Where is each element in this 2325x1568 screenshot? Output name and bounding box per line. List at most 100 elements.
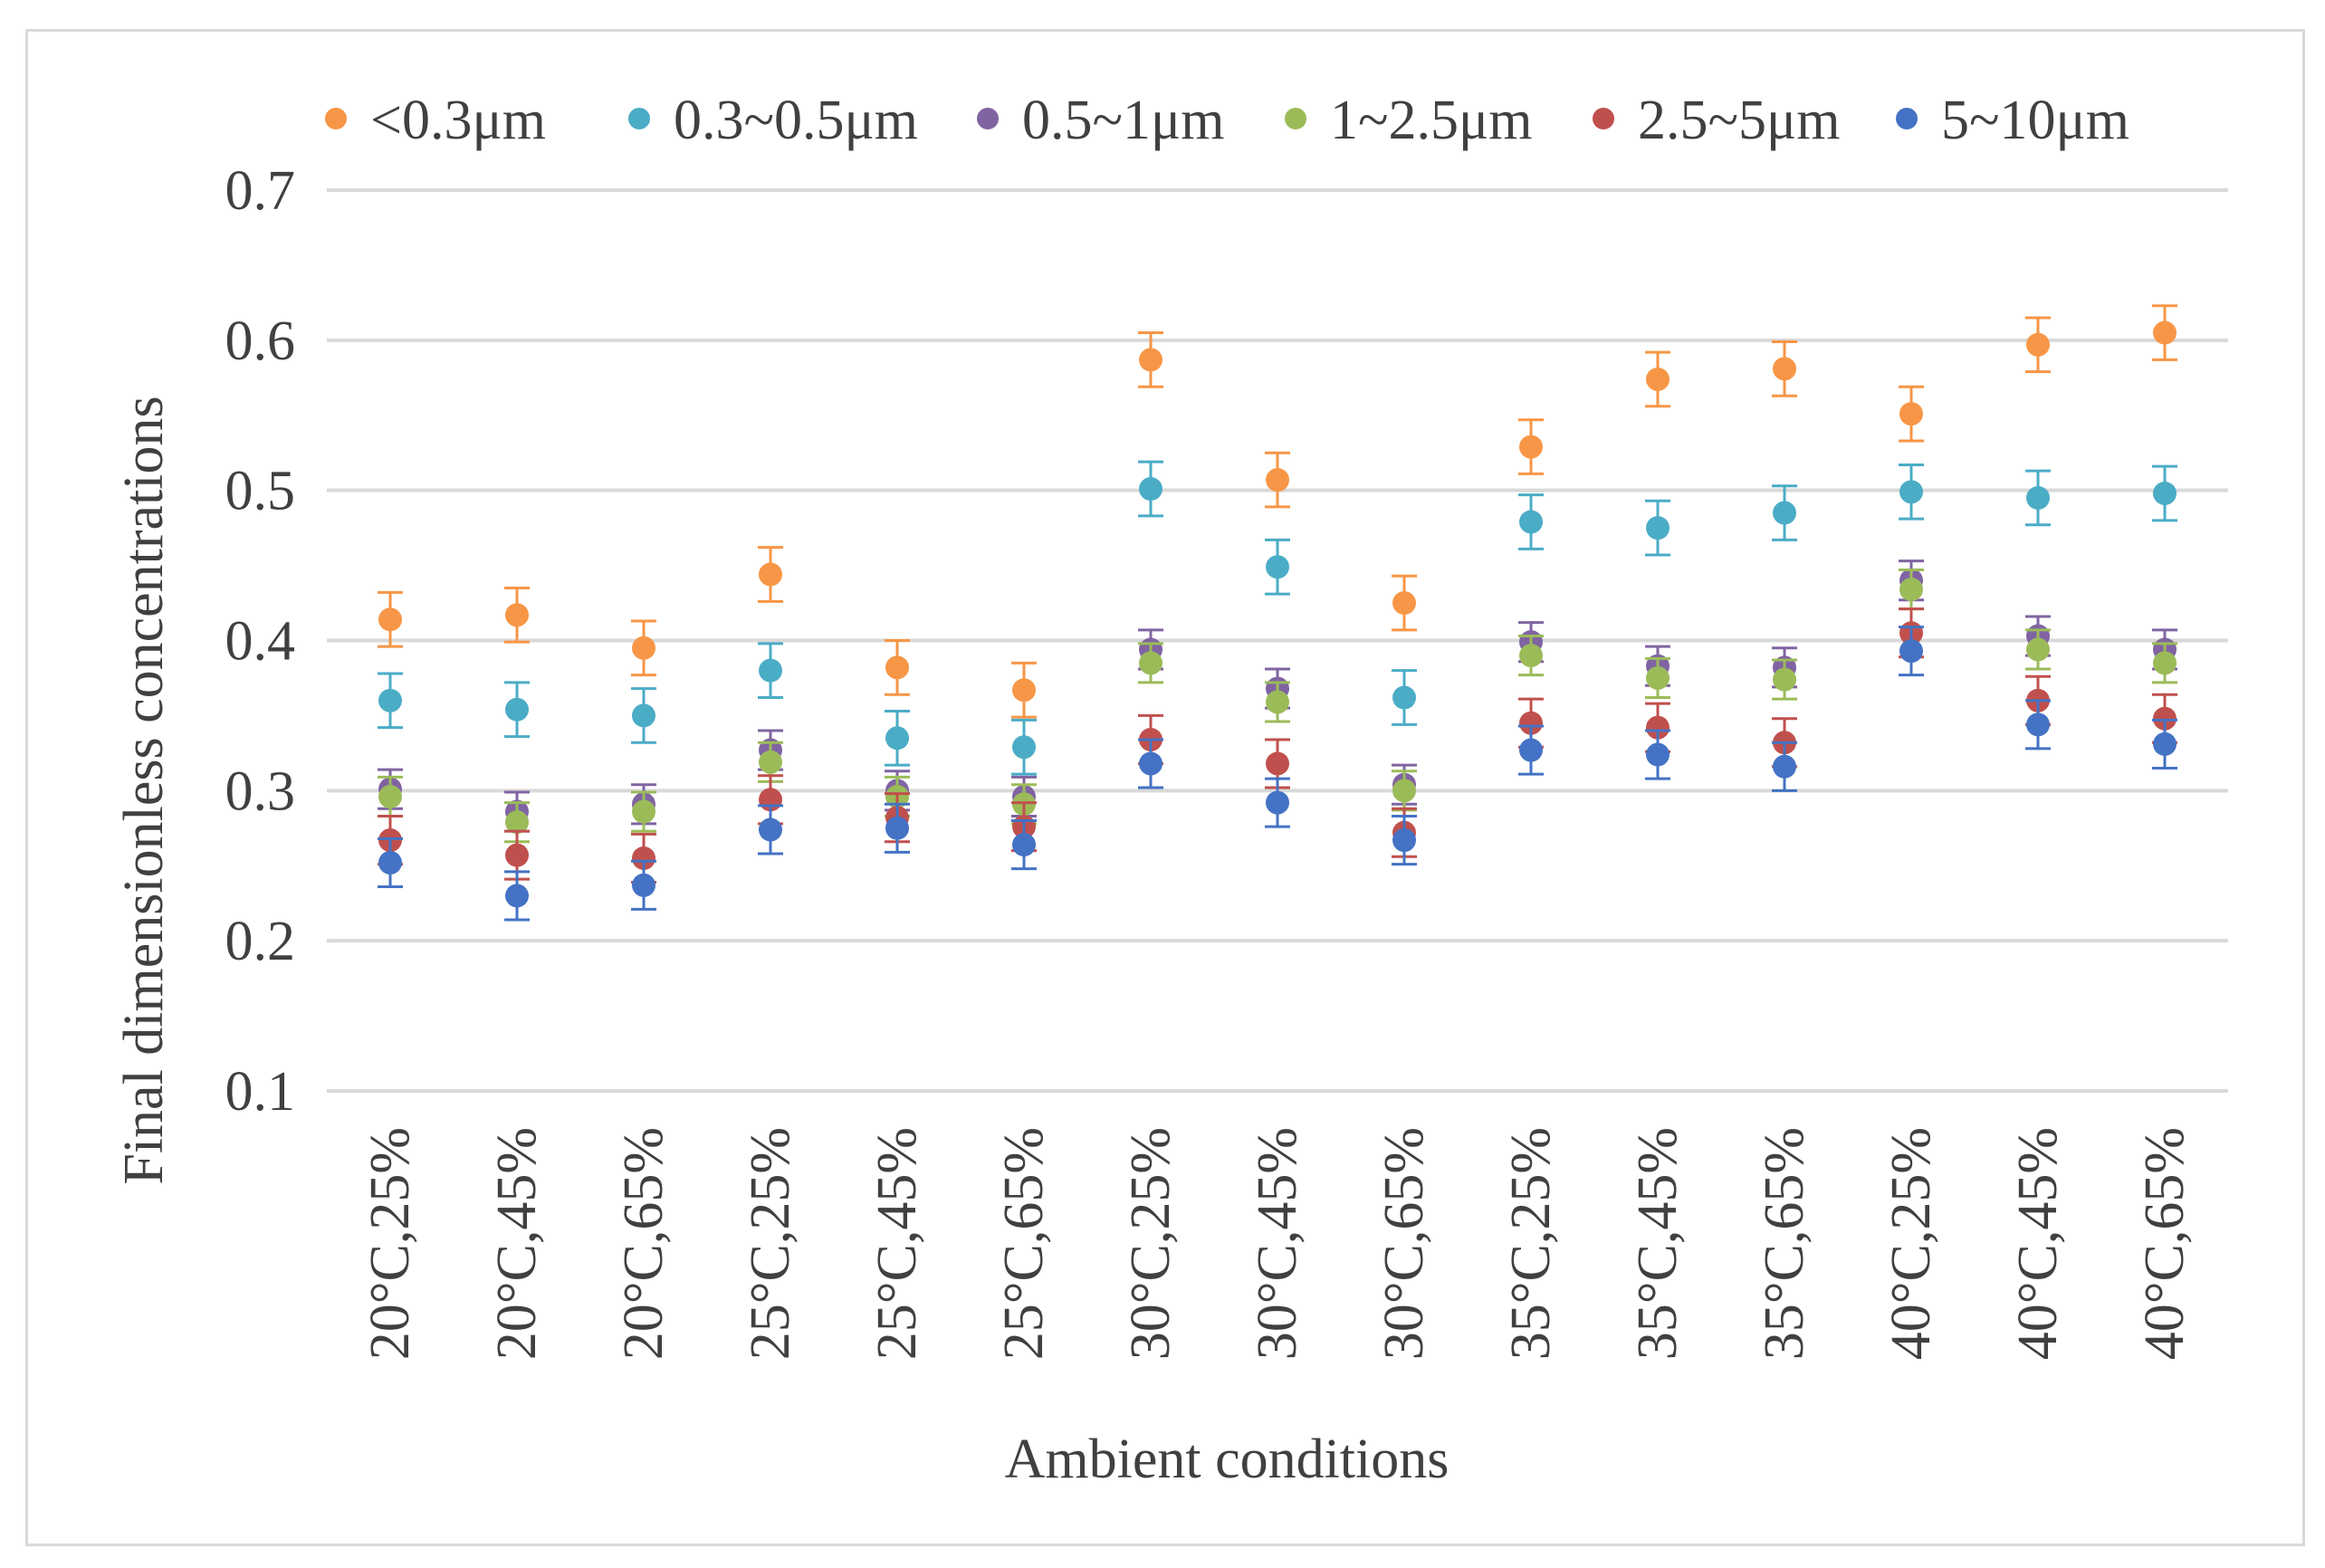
legend-marker [977, 108, 999, 129]
data-point [505, 843, 529, 867]
x-tick-label: 30°C,45% [1247, 1127, 1308, 1360]
data-point [1773, 501, 1796, 525]
x-axis-ticks: 20°C,25% 20°C,45% 20°C,65% 25°C,25% 25°C,45%… [359, 1127, 2196, 1360]
data-point [378, 688, 402, 712]
data-point [505, 810, 529, 835]
chart-frame: 0.1 0.2 0.3 0.4 0.5 0.6 0.7 20°C,25% 20°C,45% 20… [25, 29, 2305, 1546]
data-point [1519, 738, 1543, 762]
data-point [1646, 665, 1670, 690]
y-tick-label: 0.3 [225, 760, 296, 822]
x-tick-label: 30°C,65% [1373, 1127, 1435, 1360]
data-point [1646, 742, 1670, 767]
x-tick-label: 25°C,25% [740, 1127, 801, 1360]
data-series [378, 304, 2177, 922]
data-point [1012, 678, 1036, 703]
y-tick-label: 0.1 [225, 1061, 296, 1123]
data-point [1139, 348, 1162, 372]
data-point [1266, 468, 1289, 492]
data-point [759, 817, 782, 842]
data-point [1646, 367, 1670, 391]
data-point [2153, 731, 2177, 756]
data-point [1139, 651, 1162, 675]
data-point [378, 784, 402, 808]
data-point [2026, 712, 2050, 737]
y-tick-label: 0.2 [225, 911, 296, 972]
chart: 0.10.20.30.40.50.60.7 20°C,25% 20°C,45% 20… [113, 90, 2228, 1490]
data-point [1392, 828, 1416, 853]
legend-marker [325, 108, 347, 129]
data-point [505, 603, 529, 627]
data-point [1773, 357, 1796, 381]
data-point [2026, 332, 2050, 357]
data-point [1899, 480, 1923, 504]
data-point [505, 697, 529, 722]
x-tick-label: 40°C,25% [1880, 1127, 1942, 1360]
data-point [2026, 637, 2050, 662]
data-point [632, 799, 655, 824]
data-point [632, 636, 655, 660]
y-axis-title: Final dimensionless concentrations [113, 396, 175, 1184]
legend-label: 0.3~0.5μm [674, 90, 918, 151]
data-point [378, 607, 402, 632]
data-point [1519, 510, 1543, 534]
legend-label: 5~10μm [1941, 90, 2129, 151]
data-point [1519, 711, 1543, 735]
data-point [632, 873, 655, 897]
data-point [1012, 735, 1036, 760]
data-point [632, 703, 655, 728]
series-2.5~5μm [378, 607, 2177, 884]
data-point [1266, 790, 1289, 815]
data-point [885, 655, 909, 680]
series-<0.3μm [378, 304, 2177, 719]
data-point [1773, 754, 1796, 779]
data-point [1012, 833, 1036, 857]
x-tick-label: 25°C,65% [993, 1127, 1055, 1360]
y-axis-ticks: 0.1 0.2 0.3 0.4 0.5 0.6 0.7 [225, 160, 296, 1123]
data-point [1899, 639, 1923, 664]
data-point [1139, 751, 1162, 776]
data-point [2153, 320, 2177, 345]
data-point [1392, 591, 1416, 616]
data-point [2026, 485, 2050, 510]
x-tick-label: 35°C,45% [1627, 1127, 1689, 1360]
legend-marker [1285, 108, 1306, 129]
data-point [1519, 644, 1543, 668]
x-tick-label: 20°C,65% [613, 1127, 675, 1360]
data-point [759, 750, 782, 774]
data-point [1139, 477, 1162, 502]
y-tick-label: 0.5 [225, 461, 296, 522]
x-tick-label: 35°C,65% [1754, 1127, 1815, 1360]
series-0.3~0.5μm [378, 460, 2177, 776]
data-point [1519, 435, 1543, 459]
data-point [632, 846, 655, 870]
legend-label: <0.3μm [370, 90, 546, 151]
data-point [1773, 667, 1796, 692]
data-point [378, 850, 402, 875]
legend: <0.3μm 0.3~0.5μm 0.5~1μm 1~2.5μm 2.5~5μm 5~10… [325, 90, 2129, 151]
x-tick-label: 25°C,45% [866, 1127, 928, 1360]
legend-label: 1~2.5μm [1330, 90, 1533, 151]
legend-marker [1593, 108, 1614, 129]
data-point [1646, 516, 1670, 540]
data-point [1899, 402, 1923, 426]
x-tick-label: 35°C,25% [1500, 1127, 1562, 1360]
data-point [885, 816, 909, 840]
data-point [2153, 651, 2177, 675]
legend-label: 0.5~1μm [1022, 90, 1225, 151]
legend-marker [628, 108, 650, 129]
series-5~10μm [378, 626, 2177, 922]
data-point [1266, 555, 1289, 579]
data-point [885, 726, 909, 751]
legend-marker [1896, 108, 1918, 129]
data-point [1899, 578, 1923, 602]
legend-label: 2.5~5μm [1638, 90, 1841, 151]
data-point [1646, 715, 1670, 740]
data-point [2153, 481, 2177, 505]
x-tick-label: 20°C,45% [486, 1127, 548, 1360]
y-tick-label: 0.4 [225, 611, 296, 673]
y-tick-label: 0.6 [225, 311, 296, 372]
data-point [2153, 706, 2177, 731]
x-tick-label: 30°C,25% [1120, 1127, 1182, 1360]
x-tick-label: 40°C,45% [2007, 1127, 2069, 1360]
data-point [759, 658, 782, 683]
